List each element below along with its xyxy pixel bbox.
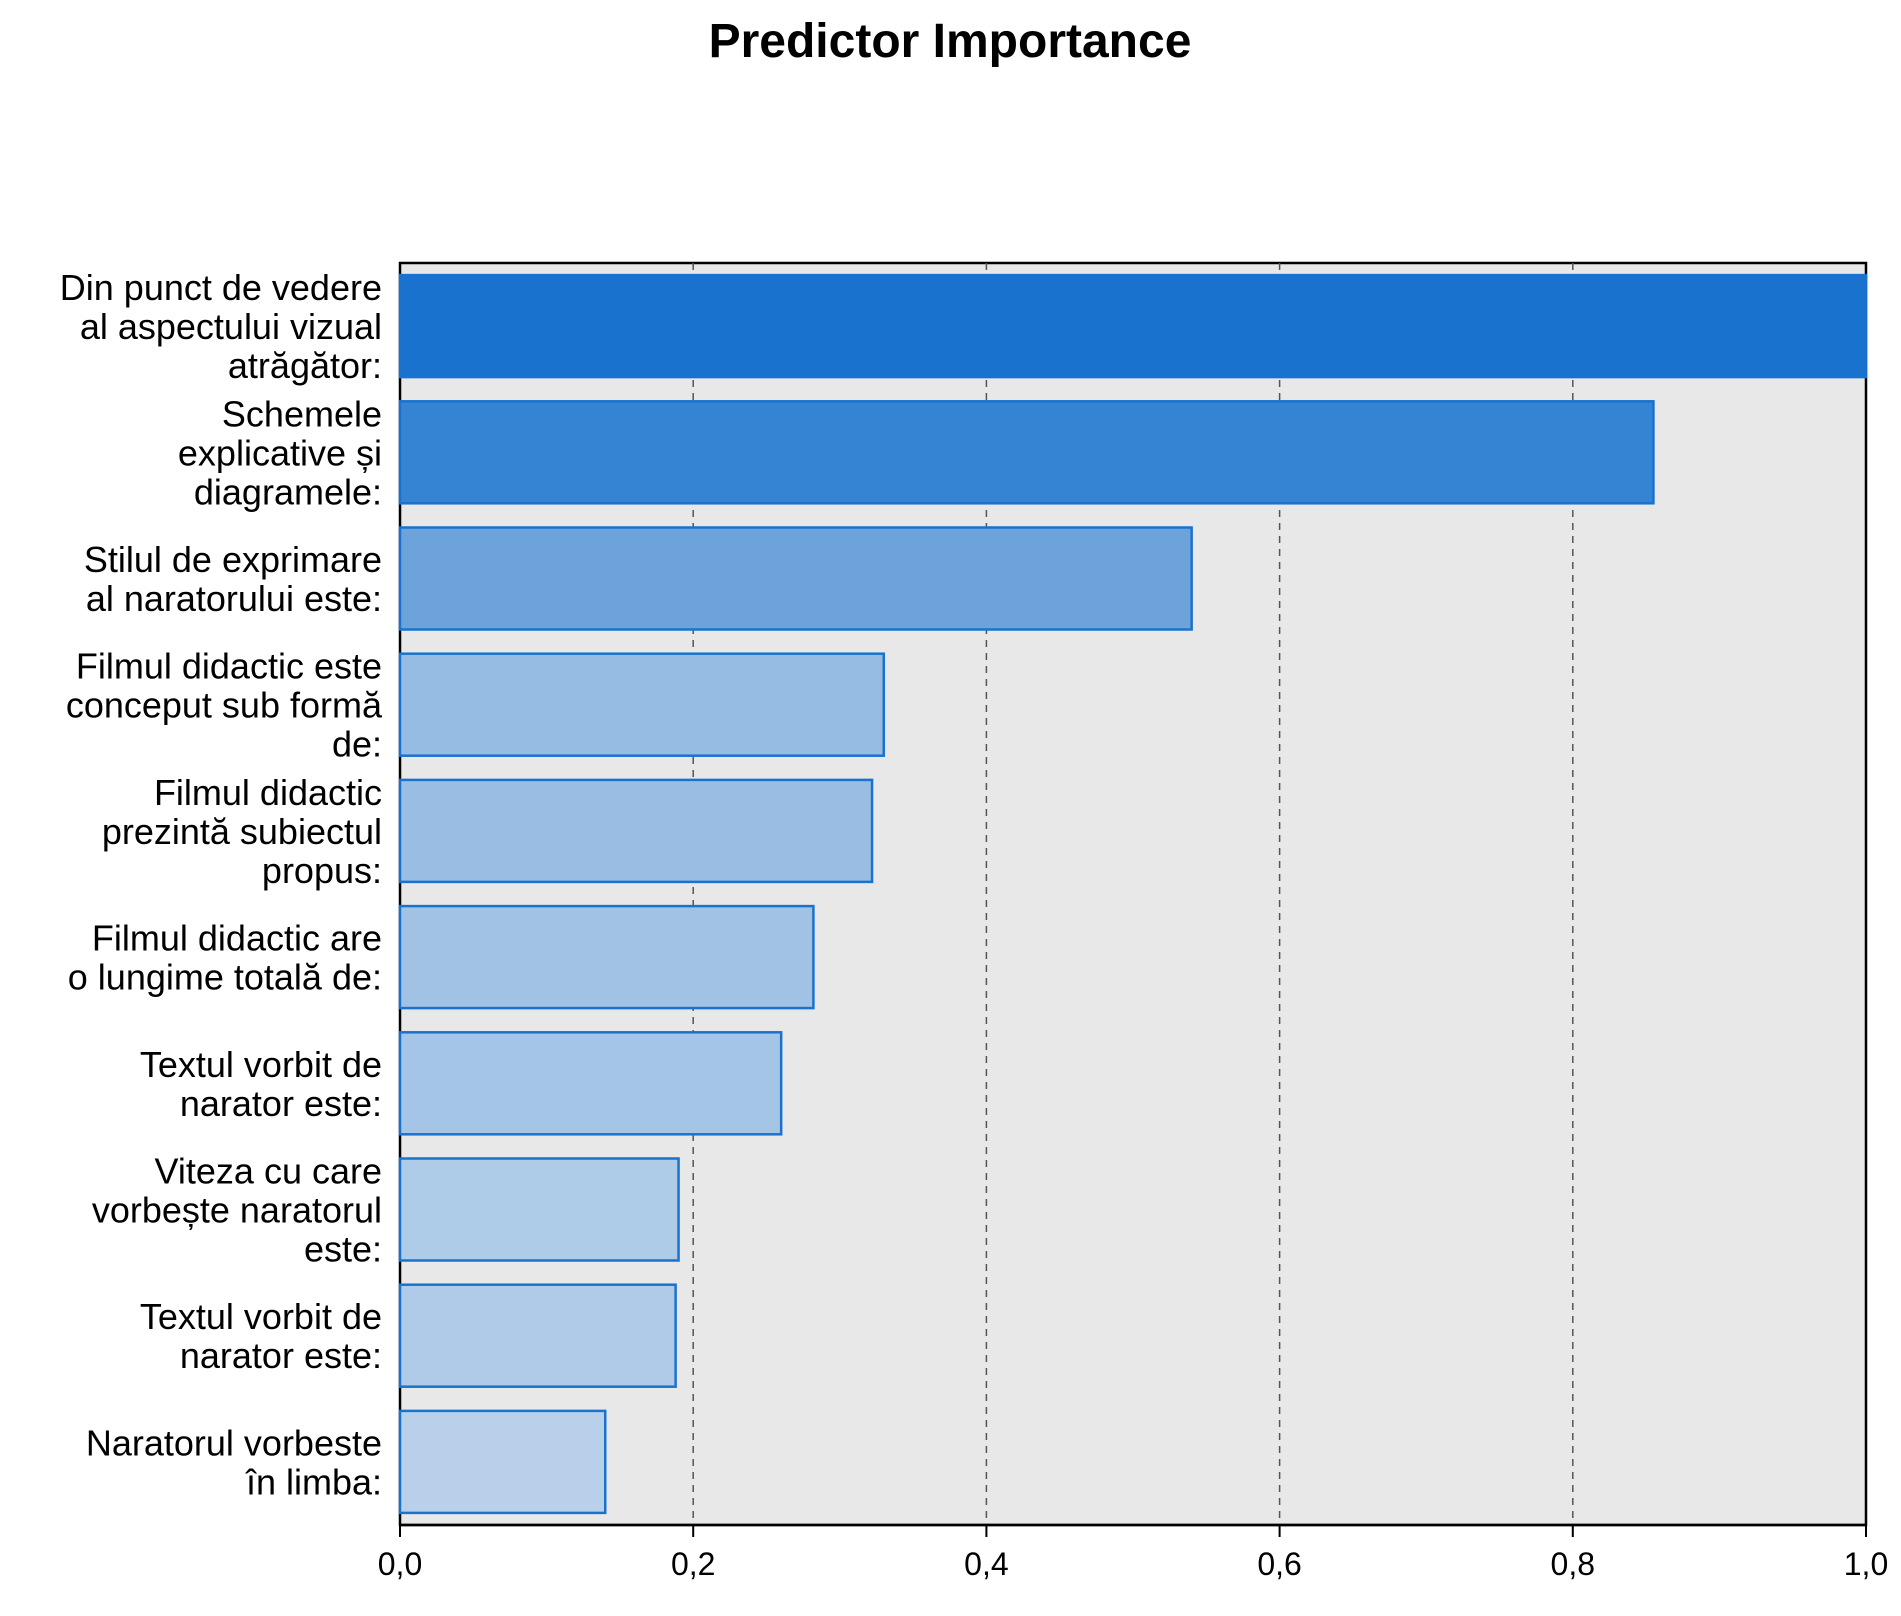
bars <box>398 273 1868 1515</box>
bar <box>398 1157 680 1262</box>
chart-title: Predictor Importance <box>709 15 1192 68</box>
x-tick-label: 1,0 <box>1844 1546 1888 1582</box>
bar <box>398 904 815 1010</box>
bar <box>398 400 1655 505</box>
bar <box>398 1409 607 1515</box>
x-axis: 0,0 0,2 0,4 0,6 0,8 1,0 <box>378 1523 1888 1582</box>
x-tick-label: 0,8 <box>1551 1546 1595 1582</box>
x-tick-label: 0,2 <box>671 1546 715 1582</box>
category-label: Textul vorbit de narator este: <box>140 1296 382 1376</box>
category-label: Textul vorbit de narator este: <box>140 1044 382 1124</box>
x-tick-label: 0,6 <box>1257 1546 1301 1582</box>
bar <box>398 778 874 884</box>
category-label: Viteza cu care vorbește naratorul este: <box>92 1151 382 1270</box>
category-label: Filmul didactic prezintă subiectul propus: <box>102 772 382 891</box>
x-tick-label: 0,4 <box>964 1546 1008 1582</box>
category-labels: Din punct de vedere al aspectului vizual a… <box>60 267 383 1502</box>
category-label: Filmul didactic are o lungime totală de: <box>68 918 382 998</box>
category-label: Din punct de vedere al aspectului vizual a… <box>60 267 382 386</box>
category-label: Stilul de exprimare al naratorului este: <box>84 539 382 619</box>
category-label: Schemele explicative și diagramele: <box>178 393 382 512</box>
bar <box>398 273 1868 379</box>
x-tick-label: 0,0 <box>378 1546 422 1582</box>
bar <box>398 1031 783 1136</box>
category-label: Naratorul vorbeste în limba: <box>86 1422 382 1502</box>
category-label: Filmul didactic este conceput sub formă de… <box>66 646 383 765</box>
bar <box>398 652 886 757</box>
bar <box>398 1283 677 1388</box>
bar <box>398 526 1193 631</box>
